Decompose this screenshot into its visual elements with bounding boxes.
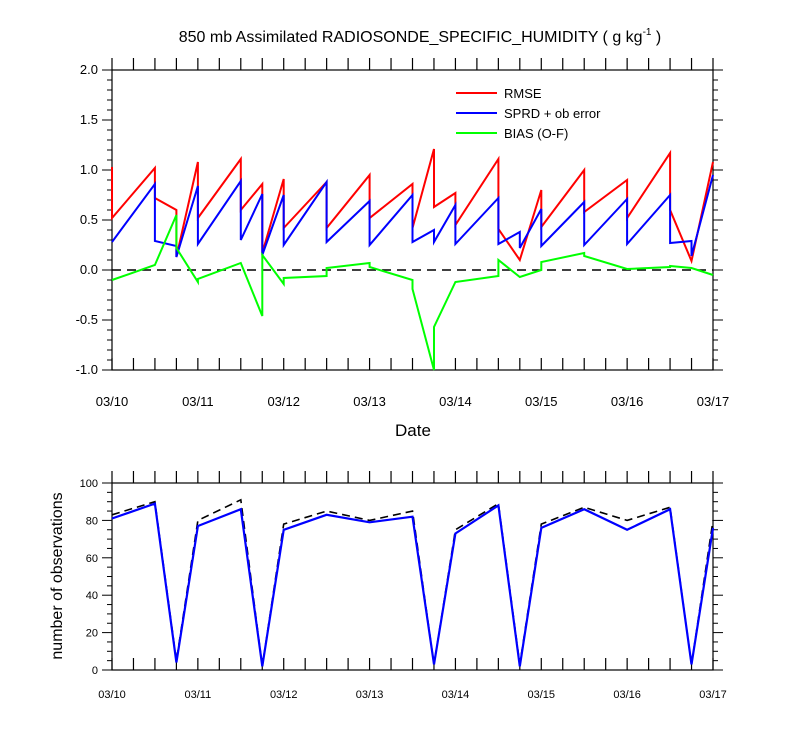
top-x-tick-label: 03/11 xyxy=(182,394,214,409)
bottom-x-tick-label: 03/10 xyxy=(98,689,126,701)
top-x-tick-label: 03/12 xyxy=(267,394,300,409)
bias-line xyxy=(111,214,714,371)
legend-bias-label: BIAS (O-F) xyxy=(504,126,568,141)
bottom-x-tick-label: 03/16 xyxy=(613,689,641,701)
bottom-y-tick-label: 60 xyxy=(86,553,98,565)
top-y-tick-label: -1.0 xyxy=(76,362,98,377)
bottom-y-tick-label: 40 xyxy=(86,590,98,602)
legend-sprd-label: SPRD + ob error xyxy=(504,106,601,121)
obs-used-line xyxy=(111,502,715,667)
bottom-x-tick-label: 03/12 xyxy=(270,689,298,701)
top-plot: -1.0 -0.5 0.0 0.5 1.0 1.5 2.0 03/10 03/11 03/12 03… xyxy=(76,58,730,409)
top-y-tick-label: 1.5 xyxy=(80,112,98,127)
top-y-tick-label: 0.0 xyxy=(80,262,98,277)
sprd-line xyxy=(111,174,714,258)
bottom-x-tick-label: 03/15 xyxy=(528,689,556,701)
top-y-tick-label: 0.5 xyxy=(80,212,98,227)
top-x-tick-label: 03/17 xyxy=(697,394,730,409)
bottom-y-tick-label: 0 xyxy=(92,665,98,677)
top-x-tick-label: 03/13 xyxy=(353,394,386,409)
bottom-x-tick-label: 03/11 xyxy=(184,689,211,701)
bottom-y-tick-label: 100 xyxy=(80,478,98,490)
top-y-tick-label: 2.0 xyxy=(80,62,98,77)
legend-rmse-label: RMSE xyxy=(504,86,542,101)
top-y-tick-label: -0.5 xyxy=(76,312,98,327)
top-y-tick-label: 1.0 xyxy=(80,162,98,177)
bottom-x-tick-label: 03/13 xyxy=(356,689,384,701)
bottom-x-tick-label: 03/14 xyxy=(442,689,470,701)
top-x-tick-label: 03/14 xyxy=(439,394,472,409)
legend: RMSE SPRD + ob error BIAS (O-F) xyxy=(456,86,601,141)
bottom-y-tick-label: 20 xyxy=(86,628,98,640)
bottom-ylabel: number of observations xyxy=(49,492,66,659)
bottom-x-tick-label: 03/17 xyxy=(699,689,727,701)
top-x-tick-label: 03/10 xyxy=(96,394,129,409)
top-x-tick-label: 03/16 xyxy=(611,394,644,409)
top-x-tick-label: 03/15 xyxy=(525,394,558,409)
chart-title: 850 mb Assimilated RADIOSONDE_SPECIFIC_H… xyxy=(179,27,662,46)
bottom-y-tick-label: 80 xyxy=(86,515,98,527)
bottom-plot: 0 20 40 60 80 100 03/10 03/11 03/12 03/13 03/14 03/… xyxy=(80,471,727,701)
top-xlabel: Date xyxy=(395,421,431,440)
